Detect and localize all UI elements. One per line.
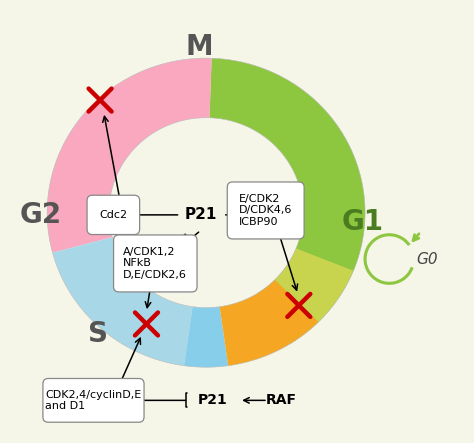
Text: A/CDK1,2
NFkB
D,E/CDK2,6: A/CDK1,2 NFkB D,E/CDK2,6 (123, 247, 187, 280)
Text: E/CDK2
D/CDK4,6
ICBP90: E/CDK2 D/CDK4,6 ICBP90 (239, 194, 292, 227)
Polygon shape (210, 58, 365, 344)
Text: G1: G1 (342, 207, 384, 236)
Text: Cdc2: Cdc2 (99, 210, 128, 220)
FancyBboxPatch shape (228, 182, 304, 239)
Text: S: S (88, 320, 108, 348)
Polygon shape (184, 307, 228, 367)
Polygon shape (219, 280, 319, 366)
FancyBboxPatch shape (114, 235, 197, 292)
Text: G2: G2 (19, 201, 62, 229)
Polygon shape (275, 248, 354, 322)
FancyBboxPatch shape (87, 195, 140, 234)
Text: G0: G0 (416, 252, 438, 267)
Text: CDK2,4/cyclinD,E
and D1: CDK2,4/cyclinD,E and D1 (46, 389, 142, 411)
Text: P21: P21 (184, 207, 217, 222)
Polygon shape (296, 213, 365, 271)
Text: M: M (186, 33, 213, 61)
Polygon shape (47, 58, 211, 253)
Text: P21: P21 (198, 393, 228, 408)
FancyBboxPatch shape (43, 378, 144, 422)
Text: RAF: RAF (265, 393, 297, 408)
Polygon shape (53, 237, 192, 366)
